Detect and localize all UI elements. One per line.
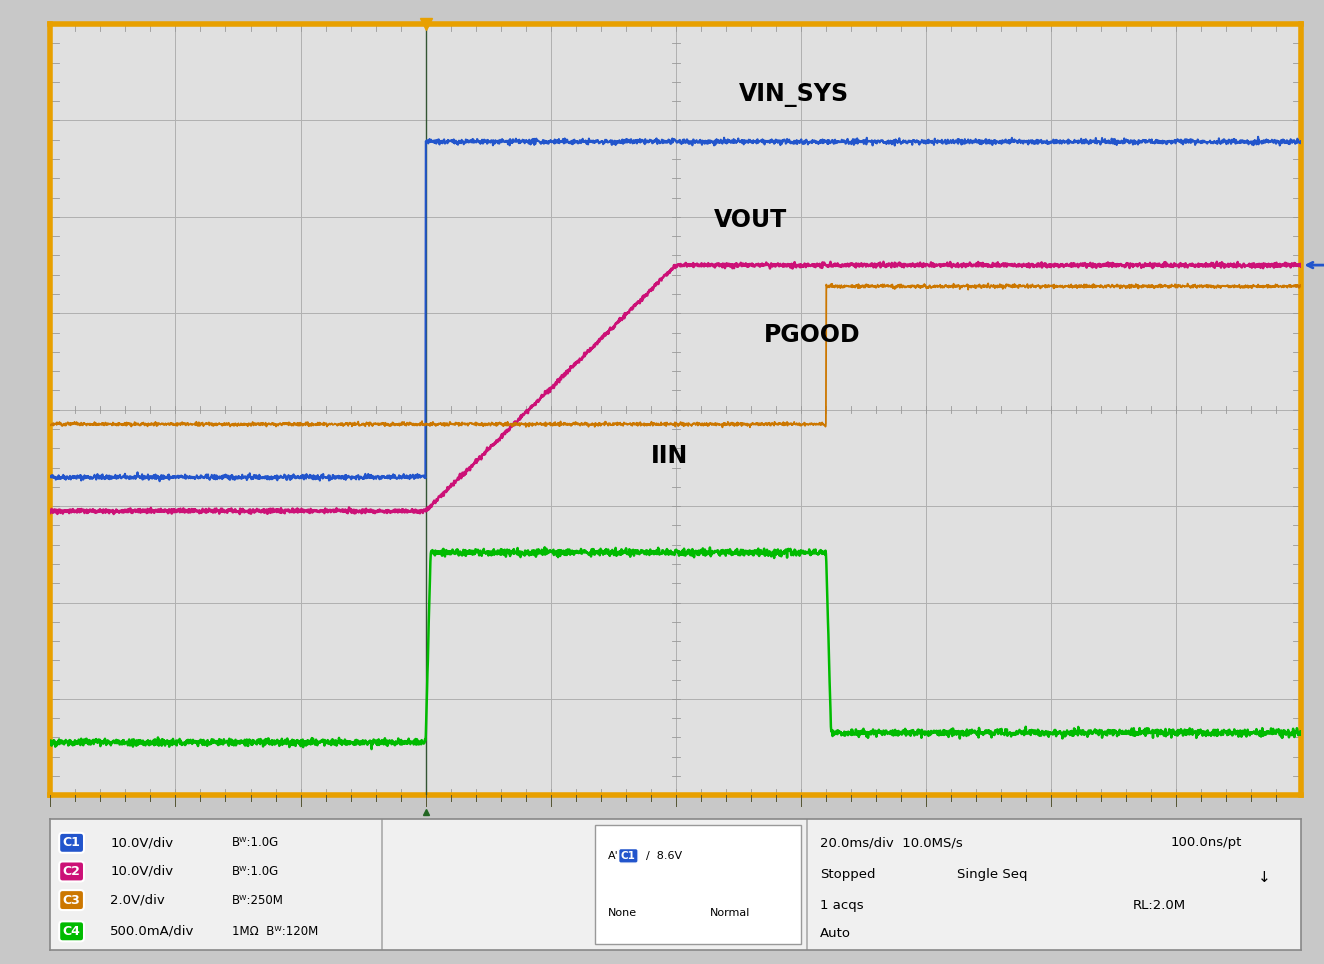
Text: ∕  8.6V: ∕ 8.6V [646, 851, 682, 861]
Text: 100.0ns/pt: 100.0ns/pt [1170, 837, 1242, 849]
Text: PGOOD: PGOOD [764, 323, 861, 347]
Text: 10.0V/div: 10.0V/div [110, 865, 173, 878]
Text: 1 acqs: 1 acqs [820, 898, 863, 912]
Text: 10.0V/div: 10.0V/div [110, 837, 173, 849]
Text: A': A' [608, 851, 620, 861]
Text: 500.0mA/div: 500.0mA/div [110, 924, 195, 938]
Text: Auto: Auto [820, 927, 851, 941]
Text: Single Seq: Single Seq [957, 868, 1027, 880]
Text: C2: C2 [62, 865, 81, 878]
Text: 20.0ms/div  10.0MS/s: 20.0ms/div 10.0MS/s [820, 837, 963, 849]
Text: Bᵂ:250M: Bᵂ:250M [232, 894, 283, 906]
Text: Bᵂ:1.0G: Bᵂ:1.0G [232, 865, 279, 878]
Text: C1: C1 [621, 851, 636, 861]
Text: VOUT: VOUT [714, 207, 786, 231]
Text: VIN_SYS: VIN_SYS [739, 83, 849, 107]
Text: Normal: Normal [710, 908, 751, 918]
Text: C1: C1 [62, 837, 81, 849]
Text: 1MΩ  Bᵂ:120M: 1MΩ Bᵂ:120M [232, 924, 318, 938]
Text: IIN: IIN [651, 443, 688, 468]
Text: None: None [608, 908, 637, 918]
Text: ↓: ↓ [1258, 870, 1271, 886]
Text: C4: C4 [62, 924, 81, 938]
Text: Stopped: Stopped [820, 868, 875, 880]
Text: 2.0V/div: 2.0V/div [110, 894, 166, 906]
Text: RL:2.0M: RL:2.0M [1132, 898, 1186, 912]
Text: Bᵂ:1.0G: Bᵂ:1.0G [232, 837, 279, 849]
FancyBboxPatch shape [594, 825, 801, 944]
Text: C3: C3 [62, 894, 81, 906]
